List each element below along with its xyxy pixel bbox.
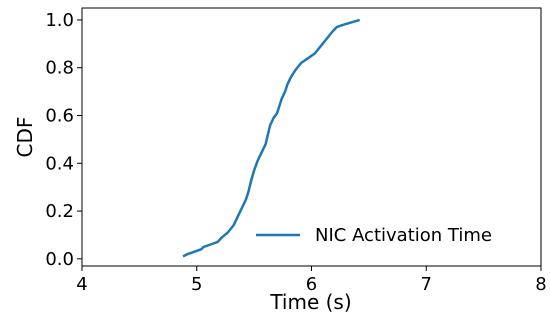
y-tick-label: 0.6 <box>45 106 74 127</box>
x-axis: 4 5 6 7 8 <box>76 266 547 295</box>
y-tick-label: 0.0 <box>45 249 74 270</box>
legend-label: NIC Activation Time <box>315 225 492 246</box>
x-tick-label: 8 <box>535 274 546 295</box>
legend: NIC Activation Time <box>256 225 492 246</box>
x-tick-label: 6 <box>306 274 317 295</box>
y-axis: 0.0 0.2 0.4 0.6 0.8 1.0 <box>45 10 82 270</box>
x-axis-label: Time (s) <box>269 290 351 314</box>
series-line <box>182 18 361 258</box>
y-axis-label: CDF <box>13 117 37 158</box>
x-tick-label: 5 <box>191 274 202 295</box>
series-layer <box>182 18 361 258</box>
x-tick-label: 7 <box>421 274 432 295</box>
y-tick-label: 1.0 <box>45 10 74 31</box>
y-tick-label: 0.2 <box>45 201 74 222</box>
y-tick-label: 0.4 <box>45 153 74 174</box>
x-tick-label: 4 <box>76 274 87 295</box>
y-tick-label: 0.8 <box>45 58 74 79</box>
